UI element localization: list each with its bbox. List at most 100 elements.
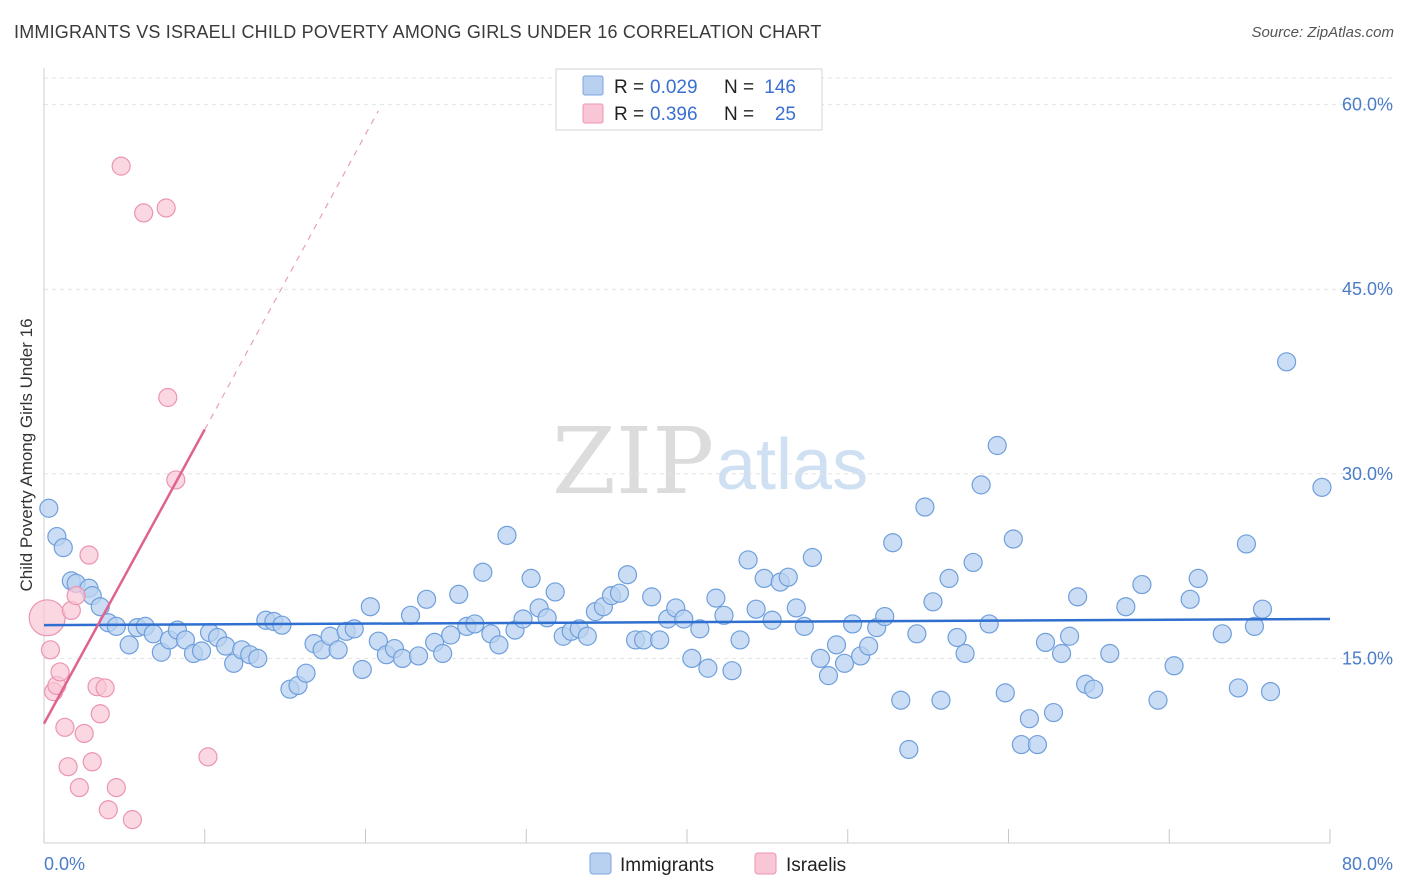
- immigrants-point: [1212, 624, 1232, 644]
- bottom-legend-immigrants: Immigrants: [620, 855, 714, 876]
- immigrants-point: [449, 584, 469, 605]
- immigrants-point: [119, 635, 139, 655]
- immigrants-point: [433, 643, 453, 664]
- immigrants-point: [1003, 529, 1023, 549]
- immigrants-point: [963, 552, 983, 573]
- immigrants-point: [738, 550, 758, 570]
- immigrants-point: [642, 587, 662, 607]
- israelis-point: [98, 800, 118, 820]
- immigrants-point: [883, 533, 903, 553]
- immigrants-point: [818, 666, 839, 686]
- immigrants-point: [1035, 632, 1056, 653]
- immigrants-point: [1228, 678, 1248, 698]
- immigrants-point: [995, 683, 1015, 703]
- y-tick-label: 30.0%: [1342, 464, 1393, 484]
- immigrants-point: [722, 661, 742, 681]
- immigrants-point: [859, 636, 879, 656]
- israelis-trend-line: [42, 428, 206, 725]
- immigrants-point: [416, 589, 437, 609]
- israelis-point: [111, 156, 131, 176]
- immigrants-point: [216, 636, 236, 656]
- y-tick-label: 15.0%: [1342, 648, 1393, 668]
- trend-lines: [42, 110, 1331, 725]
- israelis-point: [134, 203, 154, 223]
- immigrants-point: [730, 630, 750, 650]
- bottom-legend-swatch-israelis: [754, 852, 777, 875]
- immigrants-point: [400, 605, 421, 625]
- immigrants-point: [826, 635, 847, 655]
- immigrants-point: [1276, 352, 1297, 372]
- immigrants-point: [39, 498, 59, 518]
- immigrants-point: [650, 630, 670, 650]
- immigrants-point: [923, 592, 943, 612]
- immigrants-point: [762, 610, 782, 630]
- immigrants-point: [891, 690, 911, 710]
- x-tick-label-min: 0.0%: [44, 854, 85, 874]
- immigrants-points: [39, 352, 1332, 760]
- immigrants-point: [794, 616, 814, 637]
- correlation-legend: R = 0.029 N = 146 R = 0.396 N = 25: [555, 68, 823, 131]
- israelis-point: [82, 752, 102, 772]
- immigrants-point: [106, 616, 126, 637]
- immigrants-point: [971, 475, 991, 495]
- legend-n-label-2: N =: [724, 104, 754, 125]
- gridlines: [44, 77, 1393, 659]
- israelis-point: [50, 662, 70, 682]
- immigrants-point: [545, 582, 565, 602]
- immigrants-point: [1188, 568, 1208, 589]
- immigrants-point: [979, 614, 999, 634]
- y-tick-label: 45.0%: [1342, 279, 1393, 299]
- immigrants-point: [682, 648, 702, 669]
- legend-swatch-israelis: [582, 103, 604, 124]
- immigrants-point: [1051, 643, 1072, 664]
- watermark-atlas: atlas: [716, 425, 868, 505]
- immigrants-point: [328, 640, 348, 660]
- israelis-point: [95, 678, 115, 698]
- immigrants-point: [746, 599, 766, 619]
- immigrants-point: [143, 624, 163, 644]
- israelis-point: [156, 198, 176, 218]
- immigrants-point: [714, 605, 734, 625]
- immigrants-point: [441, 625, 461, 645]
- y-tick-labels: 15.0% 30.0% 45.0% 60.0%: [1342, 95, 1393, 669]
- israelis-point: [69, 778, 89, 798]
- immigrants-point: [537, 608, 557, 628]
- israelis-point: [198, 747, 218, 767]
- immigrants-point: [899, 739, 919, 760]
- israelis-point: [74, 723, 94, 744]
- immigrants-point: [706, 588, 726, 608]
- immigrants-point: [754, 568, 774, 589]
- watermark-zip: ZIP: [552, 408, 714, 515]
- immigrants-point: [1116, 597, 1136, 617]
- israelis-point: [158, 387, 178, 408]
- legend-n-value-2: 25: [775, 104, 796, 125]
- immigrants-point: [248, 648, 268, 669]
- y-tick-label: 60.0%: [1342, 95, 1393, 115]
- immigrants-point: [1100, 643, 1120, 664]
- israelis-point: [106, 778, 126, 798]
- immigrants-point: [513, 609, 533, 629]
- israelis-point: [122, 810, 143, 830]
- israelis-point: [28, 599, 66, 637]
- immigrants-point: [352, 659, 372, 680]
- immigrants-point: [690, 619, 710, 639]
- x-tick-label-max: 80.0%: [1342, 854, 1393, 874]
- israelis-point: [90, 704, 110, 724]
- immigrants-point: [1132, 574, 1152, 595]
- immigrants-point: [802, 547, 822, 568]
- immigrants-point: [609, 583, 630, 603]
- immigrants-point: [1019, 709, 1039, 729]
- immigrants-point: [810, 648, 831, 669]
- israelis-point: [66, 586, 86, 606]
- immigrants-point: [191, 641, 212, 661]
- immigrants-point: [1084, 679, 1104, 699]
- immigrants-point: [987, 435, 1007, 456]
- immigrants-point: [296, 663, 316, 683]
- immigrants-point: [1027, 734, 1048, 755]
- israelis-trend-extension: [204, 110, 379, 430]
- immigrants-point: [1260, 682, 1281, 702]
- israelis-point: [79, 545, 99, 565]
- bottom-legend-swatch-immigrants: [589, 852, 612, 875]
- immigrants-point: [842, 614, 863, 634]
